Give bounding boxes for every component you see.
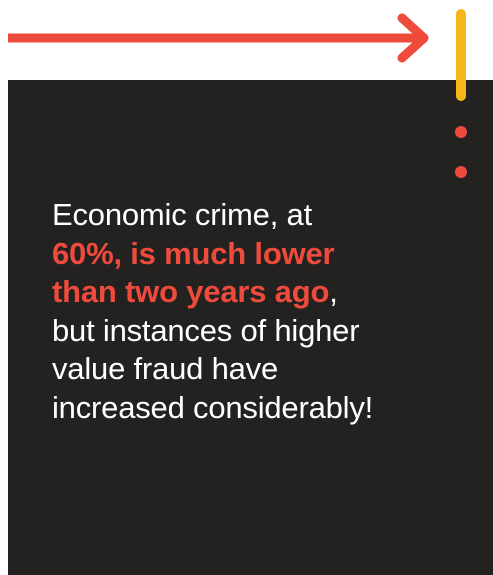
highlight: 60%, is much lower — [52, 235, 335, 271]
text: but instances of higher — [52, 312, 360, 348]
line: but instances of higher — [52, 312, 373, 351]
line: 60%, is much lower — [52, 235, 373, 274]
text: Economic crime, at — [52, 197, 312, 232]
dot — [455, 126, 467, 138]
line: than two years ago, — [52, 273, 373, 312]
text: , — [329, 274, 338, 309]
text: increased considerably! — [52, 389, 374, 425]
arrow-head — [397, 13, 429, 63]
highlight: than two years ago — [52, 274, 330, 309]
line: Economic crime, at — [52, 196, 373, 235]
line: value fraud have — [52, 350, 373, 389]
text: value fraud have — [52, 351, 279, 386]
line: increased considerably! — [52, 389, 373, 428]
statement: Economic crime, at 60%, is much lower th… — [52, 196, 373, 427]
dark-panel — [8, 80, 493, 575]
decoration — [8, 9, 467, 178]
dot — [455, 166, 467, 178]
